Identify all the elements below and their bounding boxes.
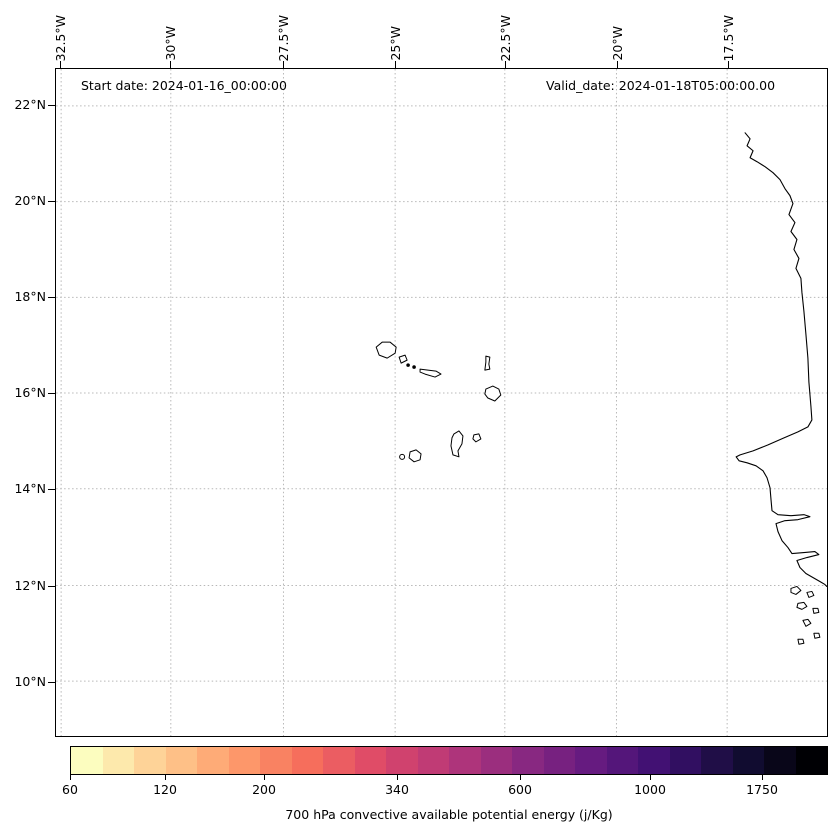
top-axis-tick-label-text: 17.5°W: [720, 14, 736, 61]
top-axis-tick-label: 25°W: [385, 4, 405, 61]
left-axis-tick-mark: [48, 489, 55, 490]
colorbar-segment: [669, 747, 701, 774]
colorbar-tick-mark: [650, 775, 651, 780]
colorbar-segment: [512, 747, 544, 774]
colorbar-segment: [543, 747, 575, 774]
colorbar-segment: [165, 747, 197, 774]
left-axis-tick-mark: [48, 393, 55, 394]
top-axis-tick-label: 27.5°W: [273, 4, 293, 61]
colorbar-segment: [701, 747, 733, 774]
colorbar-segment: [323, 747, 355, 774]
top-axis-tick-label-text: 27.5°W: [275, 14, 291, 61]
colorbar-label: 700 hPa convective available potential e…: [285, 807, 613, 822]
colorbar-tick-label: 1000: [634, 782, 666, 797]
colorbar-segment: [417, 747, 449, 774]
left-axis-tick-mark: [48, 682, 55, 683]
colorbar-tick-label: 340: [385, 782, 409, 797]
colorbar-tick-mark: [520, 775, 521, 780]
left-axis-tick-label: 10°N: [14, 674, 46, 689]
colorbar-segment: [638, 747, 670, 774]
top-axis-tick-mark: [395, 61, 396, 68]
top-axis-tick-label-text: 22.5°W: [497, 14, 513, 61]
colorbar-segment: [606, 747, 638, 774]
colorbar-segment: [480, 747, 512, 774]
start-date-annotation: Start date: 2024-01-16_00:00:00: [81, 78, 287, 93]
colorbar-tick-label: 120: [153, 782, 177, 797]
colorbar-segment: [575, 747, 607, 774]
colorbar-tick-mark: [264, 775, 265, 780]
left-axis-tick-label: 14°N: [14, 481, 46, 496]
map-plot: Start date: 2024-01-16_00:00:00 Valid_da…: [55, 68, 828, 737]
left-axis-tick-label: 22°N: [14, 97, 46, 112]
top-axis-tick-mark: [728, 61, 729, 68]
top-axis-tick-label-text: 32.5°W: [52, 14, 68, 61]
left-axis-tick-label: 16°N: [14, 385, 46, 400]
left-axis-tick-mark: [48, 105, 55, 106]
map-canvas: [56, 69, 827, 736]
top-axis-tick-label-text: 30°W: [162, 26, 178, 61]
coastline-west-africa: [735, 132, 827, 587]
colorbar-segment: [354, 747, 386, 774]
colorbar-segment: [228, 747, 260, 774]
top-axis-tick-label-text: 20°W: [609, 26, 625, 61]
left-axis-tick-mark: [48, 297, 55, 298]
colorbar-tick-mark: [70, 775, 71, 780]
colorbar-segment: [197, 747, 229, 774]
gridlines: [56, 69, 827, 736]
top-axis-tick-mark: [283, 61, 284, 68]
top-axis-tick-label: 32.5°W: [50, 4, 70, 61]
colorbar-segment: [102, 747, 134, 774]
left-axis-tick-label: 18°N: [14, 289, 46, 304]
colorbar-segment: [449, 747, 481, 774]
colorbar-segment: [71, 747, 103, 774]
cape-verde-islands: [375, 341, 502, 463]
colorbar-tick-label: 200: [252, 782, 276, 797]
left-axis-tick-mark: [48, 586, 55, 587]
colorbar-segment: [134, 747, 166, 774]
colorbar-segment: [764, 747, 796, 774]
top-axis-tick-mark: [60, 61, 61, 68]
colorbar-tick-label: 1750: [746, 782, 778, 797]
colorbar-tick-label: 600: [508, 782, 532, 797]
top-axis-tick-mark: [505, 61, 506, 68]
colorbar-tick-label: 60: [62, 782, 78, 797]
left-axis-tick-label: 12°N: [14, 578, 46, 593]
top-axis-tick-label: 17.5°W: [718, 4, 738, 61]
colorbar-gradient: [70, 746, 828, 775]
coastal-islands: [790, 585, 821, 645]
top-axis-tick-label: 20°W: [607, 4, 627, 61]
colorbar-segment: [386, 747, 418, 774]
colorbar-segment: [732, 747, 764, 774]
top-axis-tick-label: 22.5°W: [495, 4, 515, 61]
top-axis-tick-mark: [617, 61, 618, 68]
valid-date-annotation: Valid_date: 2024-01-18T05:00:00.00: [546, 78, 776, 93]
top-axis-tick-label: 30°W: [160, 4, 180, 61]
colorbar-segment: [795, 747, 827, 774]
top-axis-tick-label-text: 25°W: [387, 26, 403, 61]
top-axis-tick-mark: [170, 61, 171, 68]
left-axis-tick-mark: [48, 201, 55, 202]
colorbar-tick-mark: [397, 775, 398, 780]
colorbar-segment: [291, 747, 323, 774]
colorbar-tick-mark: [762, 775, 763, 780]
colorbar-segment: [260, 747, 292, 774]
colorbar-tick-mark: [165, 775, 166, 780]
left-axis-tick-label: 20°N: [14, 193, 46, 208]
